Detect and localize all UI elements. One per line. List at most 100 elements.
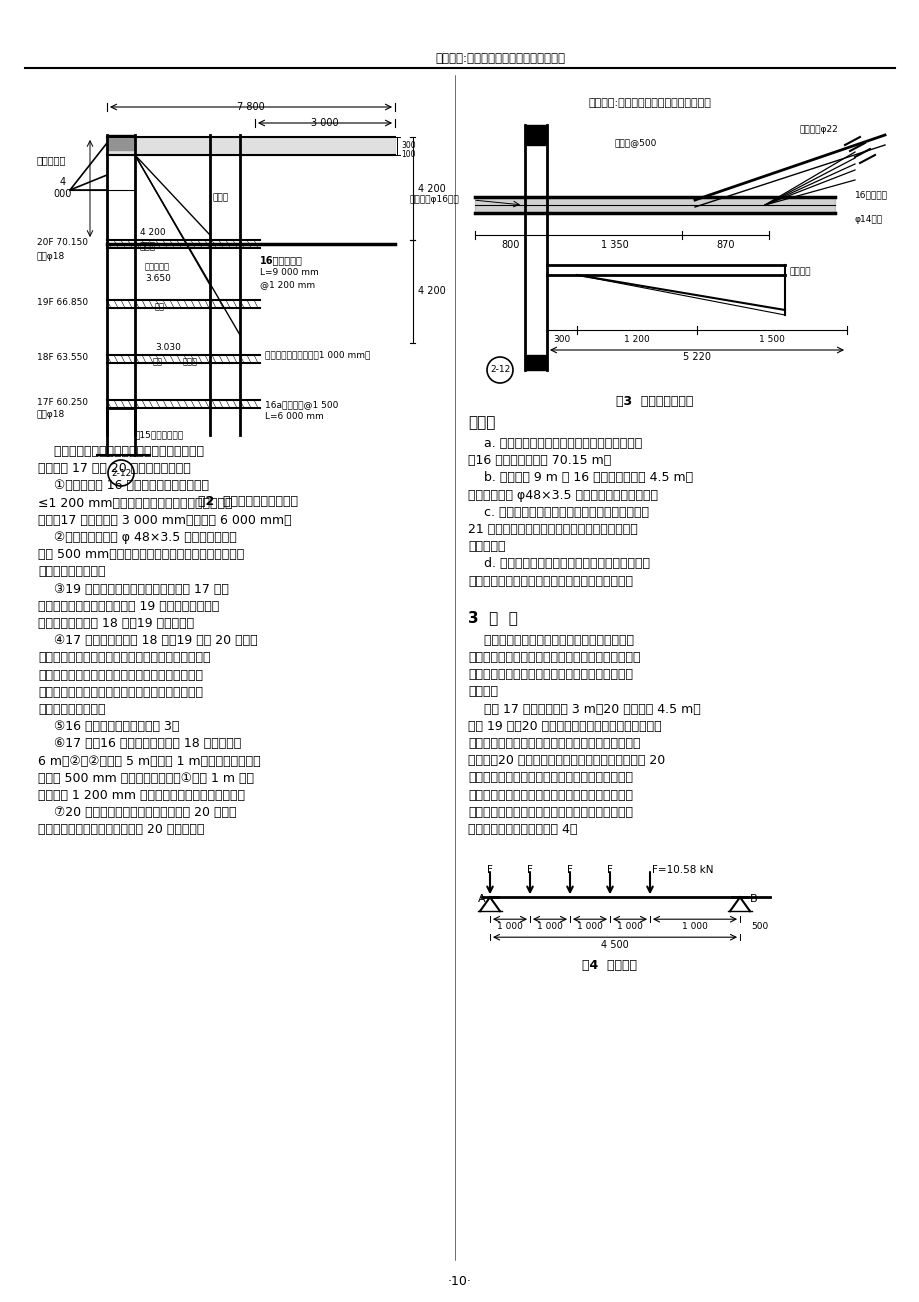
Text: 悬挑结构施工完成后，着手铺设 20 层的承重钢: 悬挑结构施工完成后，着手铺设 20 层的承重钢 [38, 823, 204, 836]
Text: 挂板: 挂板 [153, 357, 163, 366]
Text: 锚固φ18: 锚固φ18 [37, 253, 65, 260]
Text: 图4  计算简图: 图4 计算简图 [582, 960, 637, 973]
Text: F: F [486, 866, 493, 875]
Text: 5 220: 5 220 [682, 352, 710, 362]
Text: 养护）。原悬挑外架不承受模板支承体系外力，仅: 养护）。原悬挑外架不承受模板支承体系外力，仅 [38, 686, 203, 699]
Text: 定），17 层平台外挑 3 000 mm，钢梁长 6 000 mm。: 定），17 层平台外挑 3 000 mm，钢梁长 6 000 mm。 [38, 514, 291, 527]
Text: 16号工字钢: 16号工字钢 [854, 190, 887, 199]
Text: ⑥17 层、16 号工字钢平面布置 18 根，长度为: ⑥17 层、16 号工字钢平面布置 18 根，长度为 [38, 737, 241, 750]
Text: d. 平台搭好后，先施工构架，待构架混凝土浇完: d. 平台搭好后，先施工构架，待构架混凝土浇完 [468, 557, 650, 570]
Text: 870: 870 [716, 240, 734, 250]
Text: F: F [527, 866, 532, 875]
Text: 18F 63.550: 18F 63.550 [37, 353, 88, 362]
Text: 从15层开始的挑架: 从15层开始的挑架 [135, 430, 184, 439]
Text: 原外挑架: 原外挑架 [789, 267, 811, 276]
Text: 不考虑受力，计算简图如图 4。: 不考虑受力，计算简图如图 4。 [468, 823, 577, 836]
Text: 4 500: 4 500 [600, 940, 629, 950]
Text: 钢梁外端安装时即已用钢丝绳拉接，故工字钢梁简: 钢梁外端安装时即已用钢丝绳拉接，故工字钢梁简 [468, 789, 632, 802]
Text: 台外挑工字钢梁用钢丝绳拉在 19 层结构上，花篮螺: 台外挑工字钢梁用钢丝绳拉在 19 层结构上，花篮螺 [38, 600, 219, 613]
Text: 钢支架: 钢支架 [183, 357, 198, 366]
Text: φ14吊环: φ14吊环 [854, 215, 882, 224]
Text: c. 悬挑部分钢架构架设后即用二道钢丝绳斜拉于: c. 悬挑部分钢架构架设后即用二道钢丝绳斜拉于 [468, 505, 648, 518]
Text: 排，间距 1 200 mm 和脚手架支撑立杆间距相对应。: 排，间距 1 200 mm 和脚手架支撑立杆间距相对应。 [38, 789, 244, 802]
Text: 平稳可靠。: 平稳可靠。 [468, 540, 505, 553]
Text: 2-12: 2-12 [489, 366, 509, 375]
Text: 支计算，中间一道钢丝绳考虑加安全系数，计算中: 支计算，中间一道钢丝绳考虑加安全系数，计算中 [468, 806, 632, 819]
Text: 2-12: 2-12 [111, 469, 131, 478]
Text: 经各方案选优，决定采用悬挑式承重平台。分: 经各方案选优，决定采用悬挑式承重平台。分 [38, 445, 204, 458]
Text: 钢丝绳: 钢丝绳 [213, 193, 229, 202]
Text: 4 200: 4 200 [417, 286, 446, 297]
Text: 满墙加强板: 满墙加强板 [145, 262, 170, 271]
Text: 4 200: 4 200 [417, 184, 446, 194]
Text: 工人搭设平台使用。: 工人搭设平台使用。 [38, 703, 106, 716]
Text: 17F 60.250: 17F 60.250 [37, 398, 88, 408]
Text: F=10.58 kN: F=10.58 kN [652, 866, 713, 875]
Text: 挑板及斜板施工，施工上层悬挑混凝土板时，下层板: 挑板及斜板施工，施工上层悬挑混凝土板时，下层板 [38, 651, 210, 664]
Text: 度已达到设计强度，可承担一定荷载。故经过受力分: 度已达到设计强度，可承担一定荷载。故经过受力分 [468, 737, 640, 750]
Text: 1 200: 1 200 [623, 335, 649, 344]
Text: 童万和等:飘板飞檐方案的优化设计及施工: 童万和等:飘板飞檐方案的优化设计及施工 [588, 98, 710, 108]
Text: 钢管承力架: 钢管承力架 [37, 155, 66, 165]
Text: 短钢管@500: 短钢管@500 [614, 138, 657, 147]
Text: 能减轻平台的自重。: 能减轻平台的自重。 [38, 565, 106, 578]
Text: 19F 66.850: 19F 66.850 [37, 298, 88, 307]
Text: F: F [566, 866, 573, 875]
Text: 钢梁之间仍用 φ48×3.5 钢管连接形成支承平台。: 钢梁之间仍用 φ48×3.5 钢管连接形成支承平台。 [468, 488, 657, 501]
Text: 7 800: 7 800 [237, 102, 265, 112]
Text: 3 000: 3 000 [311, 118, 338, 128]
Text: 1 350: 1 350 [600, 240, 628, 250]
Text: 只对外挑工字钢梁强度、刚度及钢丝绳抗拉强度进: 只对外挑工字钢梁强度、刚度及钢丝绳抗拉强度进 [468, 668, 632, 681]
Text: 由于 17 层平台外挑为 3 m，20 层外挑为 4.5 m；: 由于 17 层平台外挑为 3 m，20 层外挑为 4.5 m； [468, 703, 700, 716]
Text: 童万和等:飘板飞檐方案的优化设计及施工: 童万和等:飘板飞檐方案的优化设计及施工 [435, 52, 564, 65]
Text: 拉结架: 拉结架 [140, 242, 156, 251]
Text: 供斜板施工的外脚手架1 000 mm宽: 供斜板施工的外脚手架1 000 mm宽 [265, 350, 370, 359]
Text: 4 200: 4 200 [140, 228, 165, 237]
Text: 锚固φ18: 锚固φ18 [37, 410, 65, 419]
Text: 平台：: 平台： [468, 415, 494, 430]
Text: 6 m，②－②轴北侧 5 m，南侧 1 m，以保证构架柱的: 6 m，②－②轴北侧 5 m，南侧 1 m，以保证构架柱的 [38, 755, 260, 768]
Text: 500: 500 [751, 922, 767, 931]
Text: 3  计  算: 3 计 算 [468, 609, 517, 625]
Text: 别搭设在 17 层和 20 层。其构造如下：: 别搭设在 17 层和 20 层。其构造如下： [38, 462, 190, 475]
Text: 21 层混凝土横梁及承力架上。使钢平台受力明确: 21 层混凝土横梁及承力架上。使钢平台受力明确 [468, 523, 637, 536]
Text: 行验算。: 行验算。 [468, 685, 497, 698]
Text: 300: 300 [552, 335, 570, 344]
Text: ②工字钢之间采用 φ 48×3.5 钢管卡扣连接，: ②工字钢之间采用 φ 48×3.5 钢管卡扣连接， [38, 531, 236, 544]
Text: 橡板: 橡板 [154, 302, 165, 311]
Text: 间距 500 mm，使平台形成整体，既便于操作，同时又: 间距 500 mm，使平台形成整体，既便于操作，同时又 [38, 548, 244, 561]
Text: A: A [478, 894, 485, 904]
Text: 1 000: 1 000 [496, 922, 522, 931]
Text: B: B [749, 894, 757, 904]
Text: ④17 层钢平台将支撑 18 层、19 层和 20 层的外: ④17 层钢平台将支撑 18 层、19 层和 20 层的外 [38, 634, 257, 647]
Text: 1 500: 1 500 [758, 335, 784, 344]
Text: 保障，验算方法同普通支架，这里不作验算。本计算: 保障，验算方法同普通支架，这里不作验算。本计算 [468, 651, 640, 664]
Text: a. 四支构架柱之间横向埋设一根通长的工字钢: a. 四支构架柱之间横向埋设一根通长的工字钢 [468, 437, 641, 450]
Text: 并达到强度后，再浇筑飘板的悬挑梁、板混凝土。: 并达到强度后，再浇筑飘板的悬挑梁、板混凝土。 [468, 574, 632, 587]
Text: 4
000: 4 000 [53, 177, 72, 199]
Text: ⑦20 层以下斜板、局部加强板、梁和 20 层顶非: ⑦20 层以下斜板、局部加强板、梁和 20 层顶非 [38, 806, 236, 819]
Text: 杆拉紧。然后施工 18 层、19 层外挑板。: 杆拉紧。然后施工 18 层、19 层外挑板。 [38, 617, 194, 630]
Text: ⑤16 号工字钢主梁构造如图 3。: ⑤16 号工字钢主梁构造如图 3。 [38, 720, 179, 733]
Text: 16号工字钢梁: 16号工字钢梁 [260, 255, 302, 266]
Text: 架内预埋φ16锚环: 架内预埋φ16锚环 [410, 195, 460, 204]
Text: ≤1 200 mm（其间距按设计的支模架立杆间距确: ≤1 200 mm（其间距按设计的支模架立杆间距确 [38, 496, 233, 509]
Text: 飘板底钢管支架构造同普通支模架，安全具有: 飘板底钢管支架构造同普通支模架，安全具有 [468, 634, 633, 647]
Text: @1 200 mm: @1 200 mm [260, 280, 315, 289]
Text: 析比较，20 层外挑工字钢梁承受荷载最大，因此对 20: 析比较，20 层外挑工字钢梁承受荷载最大，因此对 20 [468, 754, 664, 767]
Text: 300: 300 [401, 141, 415, 150]
Text: 20F 70.150: 20F 70.150 [37, 238, 88, 247]
Text: 施工 19 层、20 层悬挑混凝土板时，下板的混凝土强: 施工 19 层、20 层悬挑混凝土板时，下板的混凝土强 [468, 720, 661, 733]
Text: 100: 100 [401, 150, 415, 159]
Text: （16 号）其顶标高为 70.15 m。: （16 号）其顶标高为 70.15 m。 [468, 454, 610, 467]
Text: 外侧有 500 mm 空间，便于操作。①轴西 1 m 开始: 外侧有 500 mm 空间，便于操作。①轴西 1 m 开始 [38, 772, 254, 785]
Text: ③19 层楼面结构施工完成后，即可将 17 层平: ③19 层楼面结构施工完成后，即可将 17 层平 [38, 582, 229, 595]
Text: 1 000: 1 000 [617, 922, 642, 931]
Text: 的混凝土强度应达到设计强度（留置试块且同条件: 的混凝土强度应达到设计强度（留置试块且同条件 [38, 669, 203, 682]
Text: L=9 000 mm: L=9 000 mm [260, 268, 318, 277]
Text: 图3  工字钢主梁结构: 图3 工字钢主梁结构 [616, 395, 693, 408]
Text: 800: 800 [501, 240, 519, 250]
Text: 图2  挑架剖面飘板悬挑尺寸: 图2 挑架剖面飘板悬挑尺寸 [198, 495, 298, 508]
Text: 层外挑工字型钢梁和拉索进行详细计算。由于悬挑: 层外挑工字型钢梁和拉索进行详细计算。由于悬挑 [468, 771, 632, 784]
Text: 1 000: 1 000 [537, 922, 562, 931]
